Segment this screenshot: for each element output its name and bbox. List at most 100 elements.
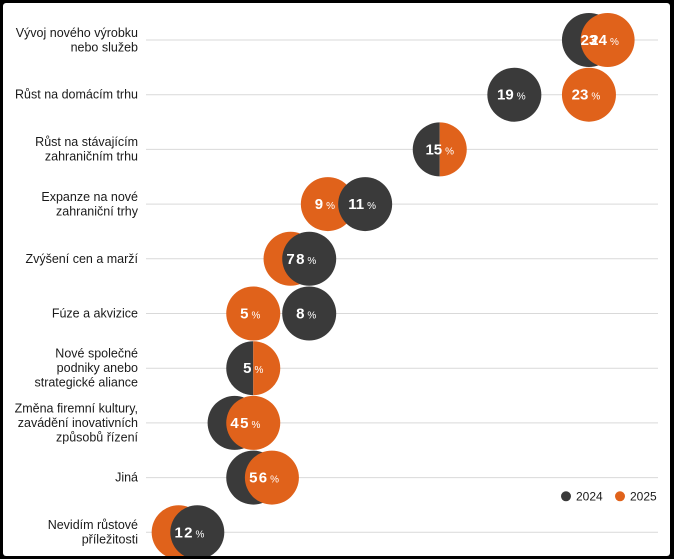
- bubble-2024-row-9: [170, 505, 225, 556]
- bubble-label-2025-row-5: 5%: [240, 306, 260, 323]
- bubble-2025-row-5: [226, 286, 281, 341]
- bubble-label-2025-row-5-number: 5: [240, 306, 248, 323]
- bubble-2025-row-7: [226, 395, 281, 450]
- category-label-4-line-0: Zvýšení cen a marží: [25, 252, 138, 266]
- category-label-4: Zvýšení cen a marží: [25, 252, 138, 266]
- bubble-label-2024-row-3-percent-sign: %: [367, 201, 376, 212]
- bubble-2024-row-5: [282, 286, 337, 341]
- bubble-label-2024-row-5-number: 8: [296, 306, 304, 323]
- bubble-label-2025-row-3-percent-sign: %: [326, 201, 335, 212]
- bubble-label-row-2-percent-sign: %: [445, 146, 454, 157]
- bubble-label-2024-row-4-number: 8: [296, 251, 304, 268]
- category-label-9-line-1: příležitosti: [82, 533, 138, 547]
- legend-label-2024: 2024: [576, 489, 603, 503]
- bubble-label-2025-row-9-number: 1: [174, 524, 182, 541]
- category-label-5-line-0: Fúze a akvizice: [52, 307, 138, 321]
- bubble-label-row-6: 5%: [243, 360, 263, 377]
- category-label-2-line-0: Růst na stávajícím: [35, 135, 138, 149]
- bubble-label-2024-row-4-percent-sign: %: [307, 256, 316, 267]
- category-label-2-line-1: zahraničním trhu: [45, 150, 138, 164]
- bubble-label-2024-row-5-percent-sign: %: [307, 311, 316, 322]
- bubble-label-row-2-number: 15: [425, 141, 442, 158]
- bubble-label-2025-row-4-number: 7: [286, 251, 294, 268]
- bubble-label-2025-row-8: 6%: [259, 470, 279, 487]
- category-label-9-line-0: Nevidím růstové: [48, 518, 138, 532]
- bubble-2024-row-1: [487, 67, 542, 122]
- category-label-3-line-1: zahraniční trhy: [56, 204, 139, 218]
- category-label-8: Jiná: [115, 471, 138, 485]
- category-label-6-line-2: strategické aliance: [34, 376, 138, 390]
- category-label-6-line-1: podniky anebo: [57, 361, 138, 375]
- bubble-label-2024-row-9: 2%: [184, 524, 204, 541]
- bubble-label-row-2: 15%: [425, 141, 454, 158]
- bubble-label-2025-row-1-percent-sign: %: [591, 92, 600, 103]
- bubble-label-2024-row-8: 5: [249, 470, 257, 487]
- bubble-2025-row-6: [253, 341, 281, 396]
- bubble-2024-row-3: [338, 177, 393, 232]
- category-label-8-line-0: Jiná: [115, 471, 138, 485]
- bubble-2025-row-3: [300, 177, 355, 232]
- category-label-0: Vývoj nového výrobku nebo služeb: [16, 26, 138, 55]
- bubble-label-2025-row-5-percent-sign: %: [251, 311, 260, 322]
- bubble-label-2025-row-7-percent-sign: %: [251, 420, 260, 431]
- bubble-label-2024-row-4: 8%: [296, 251, 316, 268]
- category-label-0-line-0: Vývoj nového výrobku: [16, 26, 138, 40]
- bubble-label-2025-row-7-number: 5: [240, 415, 248, 432]
- bubble-label-2025-row-1: 23%: [572, 87, 601, 104]
- category-label-3: Expanze na nové zahraniční trhy: [41, 190, 138, 219]
- bubble-label-2024-row-3: 11%: [348, 196, 376, 213]
- bubble-label-2024-row-1-percent-sign: %: [517, 92, 526, 103]
- bubble-label-2025-row-3-number: 9: [315, 196, 323, 213]
- bubble-2024-row-6: [226, 341, 254, 396]
- bubble-label-2025-row-7: 5%: [240, 415, 260, 432]
- bubble-label-2024-row-5: 8%: [296, 306, 316, 323]
- category-label-7-line-1: zavádění inovativních: [18, 416, 138, 430]
- category-label-6: Nové společné podniky anebo strategické al…: [34, 347, 138, 390]
- bubble-label-2025-row-9: 1: [174, 524, 182, 541]
- category-label-6-line-0: Nové společné: [55, 347, 138, 361]
- bubble-label-2025-row-4: 7: [286, 251, 294, 268]
- chart-frame: Vývoj nového výrobku nebo služeb Růst na d…: [3, 3, 670, 556]
- category-label-7-line-0: Změna firemní kultury,: [15, 401, 138, 415]
- bubble-label-2024-row-9-percent-sign: %: [196, 529, 205, 540]
- bubble-label-2025-row-1-number: 23: [572, 87, 589, 104]
- category-label-1-line-0: Růst na domácím trhu: [15, 88, 138, 102]
- dot-plot-chart: Vývoj nového výrobku nebo služeb Růst na d…: [15, 13, 658, 556]
- bubble-label-2025-row-0: 24%: [590, 32, 619, 49]
- category-label-2: Růst na stávajícím zahraničním trhu: [35, 135, 138, 164]
- legend-marker-2024: [561, 491, 571, 502]
- bubble-2025-row-8: [244, 450, 299, 505]
- bubble-2025-row-2: [439, 122, 467, 177]
- bubble-label-2025-row-8-percent-sign: %: [270, 475, 279, 486]
- bubble-label-2025-row-0-percent-sign: %: [610, 37, 619, 48]
- bubble-label-2025-row-3: 9%: [315, 196, 335, 213]
- bubble-2024-row-2: [412, 122, 440, 177]
- bubble-label-2024-row-1: 19%: [497, 87, 526, 104]
- category-labels: Vývoj nového výrobku nebo služeb Růst na d…: [15, 26, 139, 547]
- bubble-label-2024-row-3-number: 11: [348, 196, 364, 213]
- bubble-label-2025-row-8-number: 6: [259, 470, 267, 487]
- bubble-label-2025-row-0-number: 24: [590, 32, 607, 49]
- legend: 2024 2025: [561, 489, 657, 503]
- bubble-label-2024-row-0-number: 23: [581, 32, 598, 49]
- bubble-label-2024-row-1-number: 19: [497, 87, 514, 104]
- category-label-1: Růst na domácím trhu: [15, 88, 138, 102]
- bubble-2024-row-4: [282, 231, 337, 286]
- bubble-2025-row-1: [561, 67, 616, 122]
- category-label-7-line-2: způsobů řízení: [56, 430, 139, 444]
- category-label-7: Změna firemní kultury, zavádění inovativn…: [15, 401, 139, 444]
- legend-label-2025: 2025: [630, 489, 657, 503]
- bubble-label-2024-row-7-number: 4: [230, 415, 239, 432]
- bubble-label-2024-row-8-number: 5: [249, 470, 257, 487]
- category-label-3-line-0: Expanze na nové: [41, 190, 138, 204]
- bubble-2025-row-0: [580, 13, 635, 67]
- bubble-label-row-6-number: 5: [243, 360, 251, 377]
- bubble-label-2024-row-7: 4: [230, 415, 239, 432]
- category-label-0-line-1: nebo služeb: [71, 40, 138, 54]
- legend-marker-2025: [615, 491, 625, 502]
- bubble-label-2024-row-0: 23: [581, 32, 598, 49]
- bubble-label-row-6-percent-sign: %: [254, 365, 263, 376]
- bubble-label-2024-row-9-number: 2: [184, 524, 192, 541]
- category-label-9: Nevidím růstové příležitosti: [48, 518, 138, 547]
